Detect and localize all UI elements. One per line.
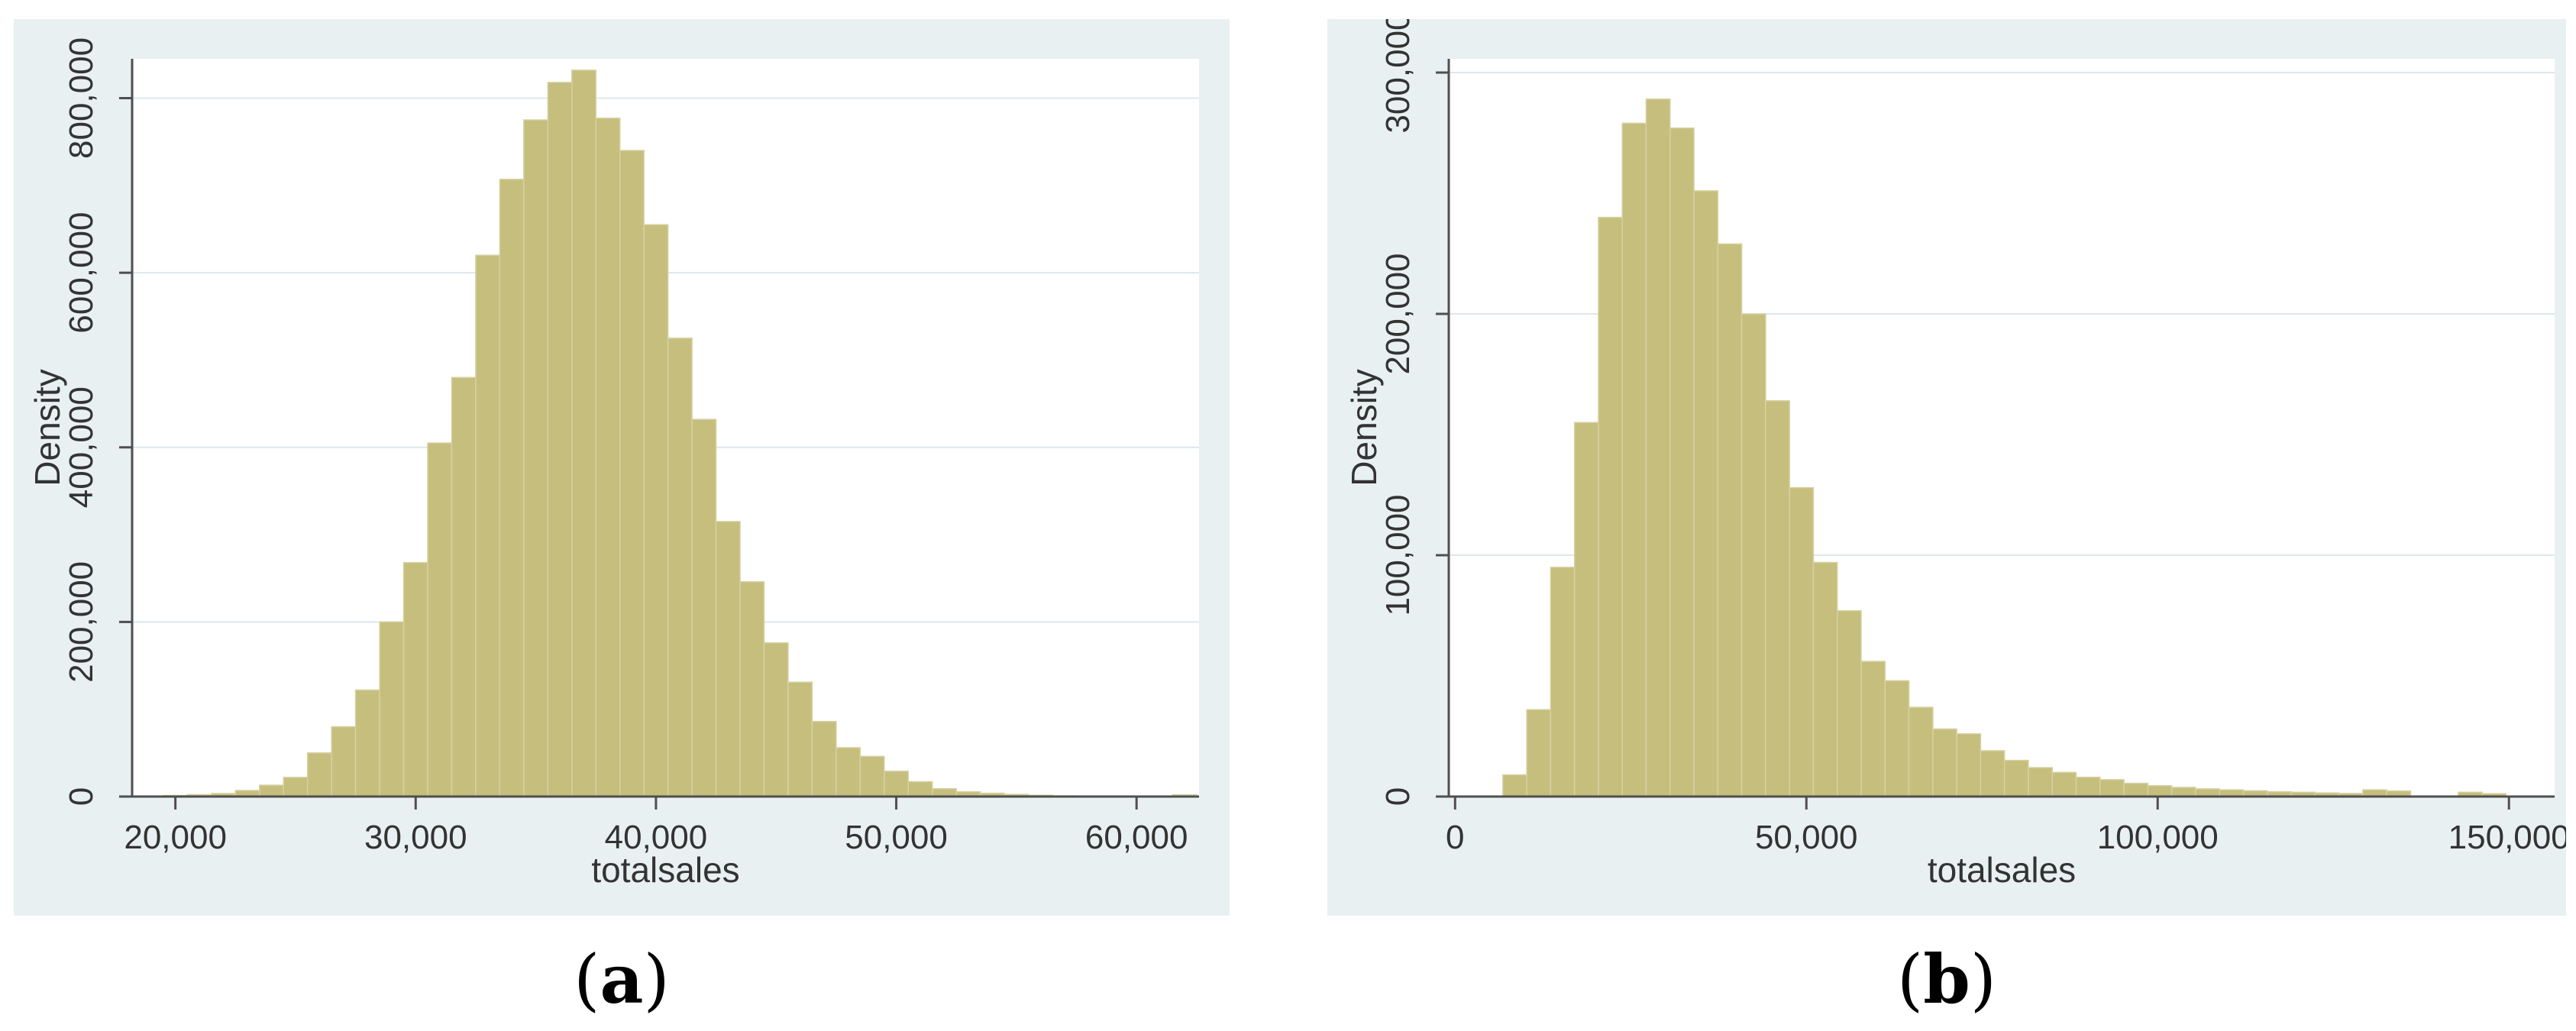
x-axis-title: totalsales [1928,850,2076,890]
y-tick-label: 300,000 [1379,19,1417,134]
histogram-bar [1550,567,1576,797]
histogram-panel-b: 0 50,000 100,000 150,000 0 100,000 200,000 300,… [1327,19,2566,916]
histogram-bar [402,561,428,797]
x-tick-label: 50,000 [1755,819,1858,856]
histogram-bar [1884,680,1910,797]
histogram-bar [811,720,837,797]
histogram-bar [2075,776,2101,797]
y-axis-title: Density [27,369,67,486]
histogram-chart-b: 0 50,000 100,000 150,000 0 100,000 200,000 300,… [1344,19,2566,890]
histogram-bar [354,689,380,797]
histogram-bar [331,726,357,797]
y-tick-label: 400,000 [63,386,100,508]
caption-a-open-paren: ( [574,940,600,1019]
y-tick-label: 600,000 [63,212,100,334]
histogram-bar [884,771,910,797]
histogram-bar [547,82,573,797]
histogram-bar [1789,486,1815,797]
x-tick-label: 30,000 [364,819,467,856]
histogram-bar [643,224,669,797]
caption-b-open-paren: ( [1896,940,1924,1019]
histogram-bar [2003,759,2029,797]
histogram-bar [739,581,765,797]
histogram-bar [1526,709,1552,797]
histogram-bar [2051,771,2077,797]
histogram-bar [619,150,645,797]
histogram-bar [2028,767,2053,797]
histogram-bar [427,442,453,797]
histogram-chart-a: 20,000 30,000 40,000 50,000 60,000 0 200,000 40… [27,37,1199,890]
histogram-bar [907,781,933,797]
histogram-bar [1956,733,1982,797]
x-tick-label: 40,000 [605,819,708,856]
histogram-bar [932,787,957,797]
histogram-bar [691,419,717,797]
histogram-bar [1717,243,1743,797]
histogram-bar [715,521,741,797]
histogram-bar [1860,661,1886,797]
figure-caption-a: (a) [574,945,670,1013]
histogram-bar [2195,788,2220,797]
histogram-bar [451,377,477,797]
caption-a-letter: a [600,939,644,1019]
histogram-bar [787,681,813,797]
histogram-panel-a: 20,000 30,000 40,000 50,000 60,000 0 200,000 40… [14,19,1230,916]
x-tick-label: 100,000 [2097,819,2219,856]
histogram-bar [1645,99,1671,797]
histogram-bar [475,254,501,797]
histogram-bar [259,784,284,797]
figure-caption-b: (b) [1897,945,1996,1013]
y-axis-title: Density [1344,369,1384,486]
histogram-bar [1932,728,1957,797]
histogram-bar [2099,779,2125,797]
x-tick-label: 50,000 [845,819,948,856]
x-tick-label: 150,000 [2448,819,2566,856]
x-tick-label: 0 [1446,819,1464,856]
histogram-bar [523,119,549,797]
histogram-bar [1502,774,1527,797]
caption-b-letter: b [1923,939,1970,1019]
histogram-bar [2147,785,2173,797]
caption-b-close-paren: ) [1970,940,1997,1019]
x-tick-label: 20,000 [124,819,227,856]
histogram-bar [1765,400,1790,797]
y-tick-label: 800,000 [63,37,100,159]
y-tick-label: 0 [63,787,100,806]
histogram-bar [1693,190,1719,797]
y-tick-label: 0 [1379,787,1417,806]
histogram-bar [283,777,309,797]
y-tick-label: 200,000 [1379,253,1417,374]
histogram-bar [379,621,405,797]
histogram-bar [571,69,597,797]
x-axis-title: totalsales [591,850,739,890]
histogram-bar [1669,127,1695,797]
histogram-bar [763,642,789,797]
histogram-bar [667,338,693,797]
histogram-bar [1598,216,1623,797]
histogram-bar [1908,706,1934,797]
histogram-bar [1573,422,1599,797]
histogram-bar [836,747,861,797]
histogram-bar [1980,750,2006,797]
x-tick-label: 60,000 [1085,819,1188,856]
histogram-bar [306,752,332,797]
histogram-bar [499,179,525,797]
histogram-bar [2170,787,2196,797]
histogram-bar [1740,313,1766,797]
histogram-bar [595,117,621,797]
y-tick-label: 100,000 [1379,494,1417,616]
histogram-bar [1621,122,1647,797]
histogram-bar [1812,561,1838,797]
caption-a-close-paren: ) [643,940,670,1019]
histogram-bar [859,755,885,797]
histogram-bar [2123,782,2149,797]
y-tick-label: 200,000 [63,561,100,683]
histogram-bar [1836,609,1862,797]
